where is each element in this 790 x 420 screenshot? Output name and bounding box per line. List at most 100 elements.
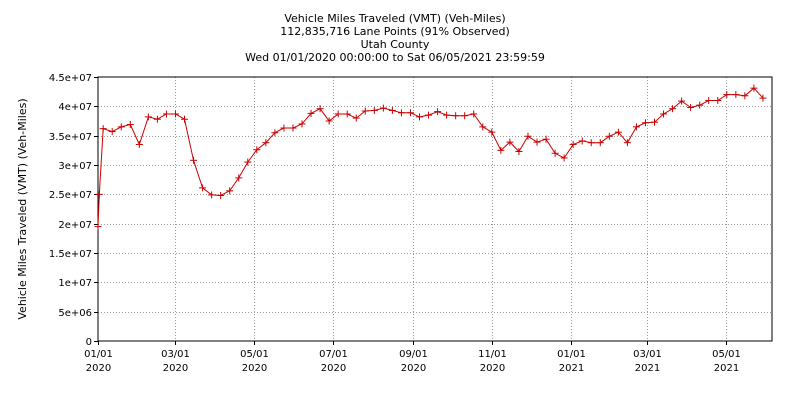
y-tick-label: 0 (86, 337, 92, 348)
data-point-marker (732, 91, 740, 99)
data-point-marker (94, 223, 102, 231)
plot-frame (97, 76, 773, 342)
data-point-marker (641, 119, 649, 127)
data-point-marker (235, 174, 243, 182)
data-point-marker (181, 115, 189, 123)
y-tick-label: 5e+06 (58, 308, 92, 319)
y-tick-label: 1.5e+07 (49, 249, 92, 260)
data-point-marker (696, 101, 704, 109)
data-point-marker (714, 96, 722, 104)
x-tick-label: 03/01 (161, 349, 190, 360)
x-tick-year-label: 2020 (321, 363, 346, 374)
x-tick-year-label: 2020 (242, 363, 267, 374)
y-tick-label: 2e+07 (58, 220, 92, 231)
data-point-marker (678, 97, 686, 105)
data-point-marker (144, 113, 152, 121)
x-tick-label: 05/01 (712, 349, 741, 360)
data-point-marker (343, 110, 351, 118)
data-point-marker (425, 111, 433, 119)
data-point-marker (162, 110, 170, 118)
data-point-marker (750, 84, 758, 92)
data-point-marker (325, 117, 333, 125)
data-point-marker (153, 115, 161, 123)
x-tick-year-label: 2020 (163, 363, 188, 374)
x-tick-label: 01/01 (557, 349, 586, 360)
data-point-marker (587, 139, 595, 147)
x-tick-year-label: 2020 (480, 363, 505, 374)
x-tick-year-label: 2021 (714, 363, 739, 374)
chart-subtitle-region: Utah County (360, 38, 430, 51)
data-point-marker (443, 111, 451, 119)
data-point-marker (605, 132, 613, 140)
data-point-marker (379, 104, 387, 112)
x-tick-label: 09/01 (399, 349, 428, 360)
data-point-marker (117, 123, 125, 131)
data-point-marker (334, 110, 342, 118)
data-point-marker (759, 94, 767, 102)
data-point-marker (614, 128, 622, 136)
data-point-marker (452, 112, 460, 120)
y-tick-label: 2.5e+07 (49, 190, 92, 201)
data-point-marker (623, 139, 631, 147)
data-point-marker (551, 149, 559, 157)
x-tick-label: 05/01 (240, 349, 269, 360)
data-point-marker (723, 91, 731, 99)
data-point-marker (262, 139, 270, 147)
data-point-marker (298, 120, 306, 128)
data-point-marker (208, 191, 216, 199)
y-tick-label: 1e+07 (58, 278, 92, 289)
data-point-marker (470, 110, 478, 118)
data-point-marker (497, 146, 505, 154)
data-point-marker (289, 124, 297, 132)
data-point-marker (542, 135, 550, 143)
y-axis: 0 5e+06 1e+07 1.5e+07 2e+07 2.5e+07 3e+07 3.5e+… (49, 73, 98, 348)
chart-title: Vehicle Miles Traveled (VMT) (Veh-Miles) (284, 12, 506, 25)
data-point-marker (99, 125, 107, 133)
chart-subtitle-date-range: Wed 01/01/2020 00:00:00 to Sat 06/05/202… (245, 51, 545, 64)
data-point-marker (705, 96, 713, 104)
data-point-marker (316, 105, 324, 113)
y-tick-label: 4e+07 (58, 102, 92, 113)
data-point-marker (461, 112, 469, 120)
data-point-marker (397, 109, 405, 117)
data-point-marker (578, 137, 586, 145)
x-tick-label: 03/01 (633, 349, 662, 360)
series-vmt (94, 84, 767, 231)
data-point-marker (669, 105, 677, 113)
y-tick-label: 3e+07 (58, 161, 92, 172)
data-point-marker (651, 118, 659, 126)
data-point-marker (244, 158, 252, 166)
data-point-marker (533, 138, 541, 146)
data-point-marker (406, 109, 414, 117)
data-point-marker (171, 110, 179, 118)
data-point-marker (280, 124, 288, 132)
data-point-marker (352, 114, 360, 122)
data-point-marker (416, 113, 424, 121)
data-point-marker (226, 187, 234, 195)
data-point-marker (108, 128, 116, 136)
data-point-marker (253, 146, 261, 154)
data-point-marker (361, 107, 369, 115)
data-point-marker (569, 140, 577, 148)
x-tick-year-label: 2020 (401, 363, 426, 374)
x-tick-year-label: 2020 (86, 363, 111, 374)
data-point-marker (135, 140, 143, 148)
data-point-marker (271, 129, 279, 137)
data-point-marker (506, 138, 514, 146)
x-tick-label: 07/01 (319, 349, 348, 360)
data-point-marker (488, 128, 496, 136)
x-tick-label: 11/01 (478, 349, 507, 360)
y-tick-label: 3.5e+07 (49, 132, 92, 143)
data-point-marker (388, 106, 396, 114)
data-point-marker (687, 104, 695, 112)
x-axis: 01/01 2020 03/01 2020 05/01 2020 07/01 2020 09/0… (84, 341, 741, 374)
x-tick-year-label: 2021 (635, 363, 660, 374)
data-point-marker (560, 154, 568, 162)
data-point-marker (370, 106, 378, 114)
data-point-marker (199, 184, 207, 192)
chart-subtitle-lane-points: 112,835,716 Lane Points (91% Observed) (280, 25, 510, 38)
data-point-marker (190, 156, 198, 164)
data-point-marker (741, 92, 749, 100)
data-point-marker (596, 139, 604, 147)
